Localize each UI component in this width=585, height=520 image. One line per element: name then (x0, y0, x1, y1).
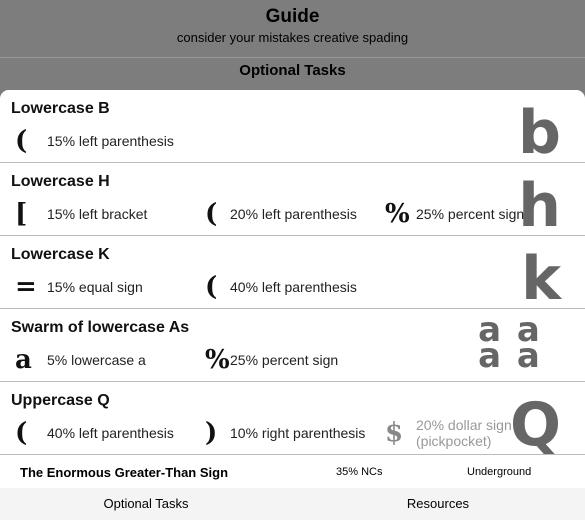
monster-art: h (518, 171, 561, 236)
monster-row[interactable]: h Lowercase H [15% left bracket (20% left p… (0, 163, 585, 236)
item-icon: ( (205, 272, 218, 302)
tab[interactable]: Resources (406, 496, 470, 511)
zone-name: Underground (467, 466, 532, 478)
drop-text: 20% left parenthesis (230, 206, 357, 222)
monster-name: Lowercase H (11, 173, 110, 190)
tab[interactable]: Optional Tasks (103, 496, 189, 511)
drop-text: 40% left parenthesis (47, 425, 174, 441)
monster-name: Uppercase Q (11, 392, 110, 409)
section-bar (0, 57, 585, 88)
monster-row[interactable]: k Lowercase K = 15% equal sign (40% left par… (0, 236, 585, 309)
item-icon: ) (205, 418, 218, 448)
subtitle: consider your mistakes creative spading (176, 30, 409, 45)
monster-art: Q (509, 390, 561, 455)
drop-text: 15% left bracket (47, 206, 148, 222)
drop-text: 40% left parenthesis (230, 279, 357, 295)
drop-text: 15% equal sign (47, 279, 143, 295)
drop-text: 25% percent sign (416, 206, 525, 222)
monster-name: Swarm of lowercase As (11, 319, 190, 336)
drop-note: (pickpocket) (416, 433, 492, 449)
monster-row[interactable]: Q Uppercase Q (40% left parenthesis) 10% ri… (0, 382, 585, 455)
panel: b Lowercase B (15% left parenthesis h Lowerc… (0, 90, 585, 520)
drop-text: 20% dollar sign (416, 417, 512, 433)
monster-name: Lowercase B (11, 100, 110, 117)
item-icon: ( (205, 199, 218, 229)
monster-art: k (521, 244, 561, 309)
drop-text: 25% percent sign (230, 352, 339, 368)
drop-text: 5% lowercase a (47, 352, 146, 368)
item-icon: a (15, 345, 32, 375)
monster-row[interactable]: b Lowercase B (15% left parenthesis (0, 90, 585, 163)
title: Guide (265, 6, 320, 27)
tab-bar: Optional Tasks Resources (0, 488, 585, 520)
monster-row[interactable]: a a a a Swarm of lowercase As a 5% lowercas… (0, 309, 585, 382)
drop-text: 15% left parenthesis (47, 133, 174, 149)
zone-monster: The Enormous Greater-Than Sign (20, 465, 229, 480)
monster-art: a a a a (478, 310, 542, 376)
monster-art: b (518, 98, 561, 163)
item-icon: % (385, 199, 410, 229)
monster-name: Lowercase K (11, 246, 110, 263)
section-title: Optional Tasks (239, 62, 346, 79)
zone-rate: 35% NCs (336, 466, 383, 478)
item-icon: ( (15, 126, 28, 156)
item-icon: = (15, 272, 37, 302)
drop-text: 10% right parenthesis (230, 425, 366, 441)
item-icon: $ (385, 418, 404, 448)
item-icon: % (205, 345, 230, 375)
item-icon: ( (15, 418, 28, 448)
footer-row[interactable]: The Enormous Greater-Than Sign 35% NCs Und… (0, 455, 585, 489)
item-icon: [ (15, 199, 28, 229)
